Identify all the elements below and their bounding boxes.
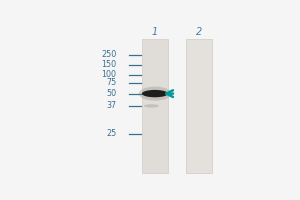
Text: 100: 100 xyxy=(102,70,117,79)
Bar xyxy=(142,39,168,173)
Text: 1: 1 xyxy=(152,27,158,37)
Text: 75: 75 xyxy=(106,78,117,87)
Bar xyxy=(186,39,212,173)
Ellipse shape xyxy=(144,104,159,108)
Text: 250: 250 xyxy=(101,50,117,59)
Text: 50: 50 xyxy=(106,89,117,98)
Text: 2: 2 xyxy=(196,27,202,37)
Text: 25: 25 xyxy=(106,129,117,138)
Text: 150: 150 xyxy=(101,60,117,69)
Text: 37: 37 xyxy=(106,101,117,110)
Ellipse shape xyxy=(139,87,171,101)
Ellipse shape xyxy=(142,90,168,97)
